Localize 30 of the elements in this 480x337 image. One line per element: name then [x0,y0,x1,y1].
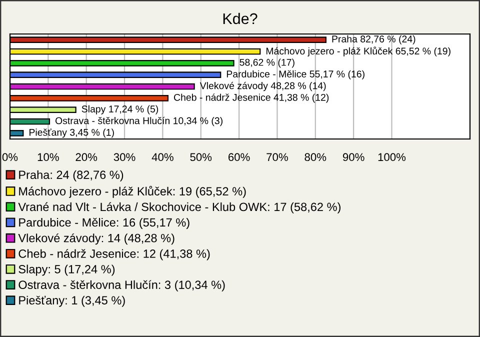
data-label: Praha 82,76 % (24) [332,35,416,44]
x-tick-label: 30% [114,153,136,162]
x-tick-label: 100% [378,153,406,162]
chart-title: Kde? [223,12,258,24]
legend-label: Vlekové závody: 14 (48,28 %) [18,233,174,245]
x-tick-label: 0% [2,153,18,162]
x-tick-label: 70% [266,153,288,162]
data-label: Slapy 17,24 % (5) [82,105,158,114]
legend-label: Máchovo jezero - pláž Klůček: 19 (65,52 %) [19,186,246,198]
data-label: Pardubice - Mělice 55,17 % (16) [226,70,364,80]
legend-label: Vrané nad Vlt - Lávka / Skochovice - Klub OWK: 17 (58,62 %) [18,202,340,214]
x-tick-label: 80% [304,153,326,162]
x-tick-label: 40% [152,153,174,162]
data-label: 58,62 % (17) [240,58,294,68]
legend-label: Cheb - nádrž Jesenice: 12 (41,38 %) [18,249,210,260]
x-tick-label: 50% [190,153,212,162]
data-label: Máchovo jezero - pláž Klůček 65,52 % (19) [266,46,450,56]
legend-label: Praha: 24 (82,76 %) [19,170,124,182]
x-tick-label: 10% [38,153,59,162]
legend-label: Piešťany: 1 (3,45 %) [19,296,125,307]
data-label: Piešťany 3,45 % (1) [30,128,114,138]
legend-label: Slapy: 5 (17,24 %) [18,264,115,276]
data-label: Vlekové závody 48,28 % (14) [200,82,326,92]
x-tick-label: 20% [76,153,98,162]
x-tick-label: 90% [342,153,364,162]
legend-label: Pardubice - Mělice: 16 (55,17 %) [19,218,190,229]
data-label: Cheb - nádrž Jesenice 41,38 % (12) [174,94,329,103]
x-tick-label: 60% [228,153,250,162]
data-label: Ostrava - štěrkovna Hlučín 10,34 % (3) [55,116,222,126]
legend-label: Ostrava - štěrkovna Hlučín: 3 (10,34 %) [18,280,225,292]
